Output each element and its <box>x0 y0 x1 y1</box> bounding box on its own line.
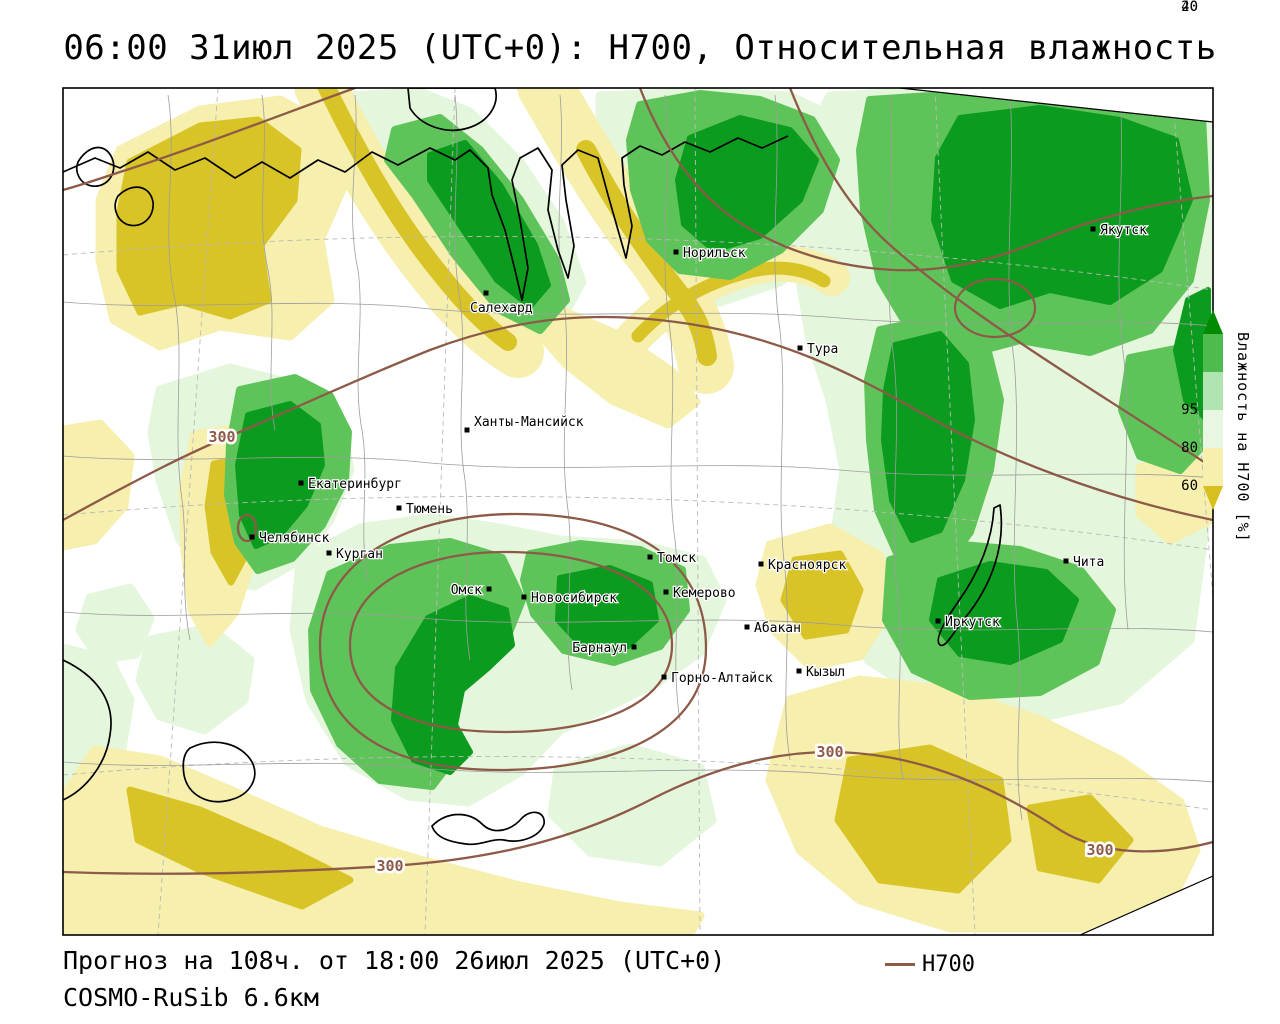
city-marker: Курган <box>326 546 384 563</box>
city-marker: Абакан <box>744 620 802 637</box>
city-dot <box>935 618 941 624</box>
city-marker: Ханты-Мансийск <box>464 414 585 433</box>
city-label: Кызыл <box>806 665 845 680</box>
city-dot <box>744 624 750 630</box>
colorbar-segment <box>1203 372 1223 410</box>
city-marker: Барнаул <box>571 640 637 657</box>
contour-value-label: 300 <box>816 743 843 761</box>
city-label: Барнаул <box>572 641 627 656</box>
h700-legend: H700 <box>885 952 975 977</box>
geopotential-contour-layer <box>63 88 1213 875</box>
city-marker: Тюмень <box>396 501 454 518</box>
admin-borders-layer <box>63 94 1213 821</box>
colorbar-tick: 20 <box>1181 0 1198 15</box>
city-marker: Омск <box>449 582 492 599</box>
city-dot <box>661 674 667 680</box>
city-dot <box>464 427 470 433</box>
contour-value-label: 300 <box>376 857 403 875</box>
h700-legend-line <box>885 963 915 966</box>
city-dot <box>326 550 332 556</box>
city-dot <box>483 290 489 296</box>
city-marker: Салехард <box>469 290 534 317</box>
city-dot <box>797 345 803 351</box>
city-marker: Челябинск <box>249 530 331 547</box>
city-label: Салехард <box>470 301 533 316</box>
h700-legend-label: H700 <box>922 952 975 977</box>
colorbar-tick: 60 <box>1181 478 1198 494</box>
colorbar-tick: 80 <box>1181 440 1198 456</box>
city-label: Томск <box>657 551 696 566</box>
cities-layer: Якутск Норильск Салехард Тура Ханты-Мансийск… <box>249 222 1148 687</box>
city-dot <box>1063 558 1069 564</box>
colorbar-axis-label: Влажность на H700 [%] <box>1234 332 1252 543</box>
city-label: Курган <box>336 547 383 562</box>
city-marker: Горно-Алтайск <box>661 670 774 687</box>
humidity-fill-gold <box>116 88 1134 910</box>
city-label: Ханты-Мансийск <box>474 415 584 430</box>
city-marker: Красноярск <box>758 557 848 574</box>
colorbar-arrow-top <box>1203 310 1223 334</box>
city-label: Чита <box>1073 555 1104 570</box>
colorbar-segment <box>1203 334 1223 372</box>
landmass-top <box>407 88 497 132</box>
city-label: Абакан <box>754 621 801 636</box>
city-dot <box>631 644 637 650</box>
city-marker: Чита <box>1063 554 1106 571</box>
city-label: Норильск <box>683 246 746 261</box>
colorbar-tick: 40 <box>1181 0 1198 15</box>
city-dot <box>396 505 402 511</box>
city-marker: Якутск <box>1090 222 1148 239</box>
city-label: Кемерово <box>673 586 736 601</box>
city-label: Екатеринбург <box>308 477 402 492</box>
city-dot <box>1090 226 1096 232</box>
colorbar-segment <box>1203 410 1223 448</box>
city-label: Челябинск <box>259 531 330 546</box>
graticule-layer <box>63 88 1213 935</box>
model-info-text: COSMO-RuSib 6.6км <box>63 983 319 1012</box>
city-marker: Томск <box>647 550 698 567</box>
city-dot <box>647 554 653 560</box>
lake-baikal <box>937 504 1003 647</box>
city-marker: Новосибирск <box>521 590 618 607</box>
city-dot <box>673 249 679 255</box>
city-dot <box>486 586 492 592</box>
page-title: 06:00 31июл 2025 (UTC+0): H700, Относите… <box>63 28 1217 68</box>
colorbar-tick: 95 <box>1181 402 1198 418</box>
forecast-info-text: Прогноз на 108ч. от 18:00 26июл 2025 (UT… <box>63 946 726 975</box>
domain-edge-wedges <box>899 88 1213 935</box>
city-label: Красноярск <box>768 558 846 573</box>
humidity-fill-dark-green <box>235 105 1211 775</box>
city-dot <box>758 561 764 567</box>
city-dot <box>663 589 669 595</box>
map-canvas <box>63 88 1213 935</box>
city-marker: Екатеринбург <box>298 476 403 493</box>
humidity-colorbar <box>1203 310 1223 510</box>
colorbar-arrow-bottom <box>1203 486 1223 510</box>
colorbar-segment <box>1203 448 1223 486</box>
city-marker: Кемерово <box>663 585 737 602</box>
city-label: Якутск <box>1100 223 1147 238</box>
city-marker: Тура <box>797 341 840 358</box>
city-dot <box>249 534 255 540</box>
city-label: Горно-Алтайск <box>671 671 773 686</box>
city-dot <box>298 480 304 486</box>
city-marker: Иркутск <box>935 614 1001 631</box>
city-label: Тура <box>807 342 838 357</box>
map-frame <box>62 87 1214 936</box>
contour-labels-layer: 300 300 300 300 <box>206 426 1116 878</box>
city-dot <box>521 594 527 600</box>
city-label: Тюмень <box>406 502 453 517</box>
city-label: Омск <box>451 583 482 598</box>
contour-value-label: 300 <box>208 428 235 446</box>
coastline-layer <box>63 88 1003 846</box>
city-label: Новосибирск <box>531 591 617 606</box>
city-label: Иркутск <box>945 615 1000 630</box>
city-marker: Кызыл <box>796 664 846 681</box>
city-marker: Норильск <box>673 245 747 262</box>
contour-value-label: 300 <box>1086 841 1113 859</box>
city-dot <box>796 668 802 674</box>
